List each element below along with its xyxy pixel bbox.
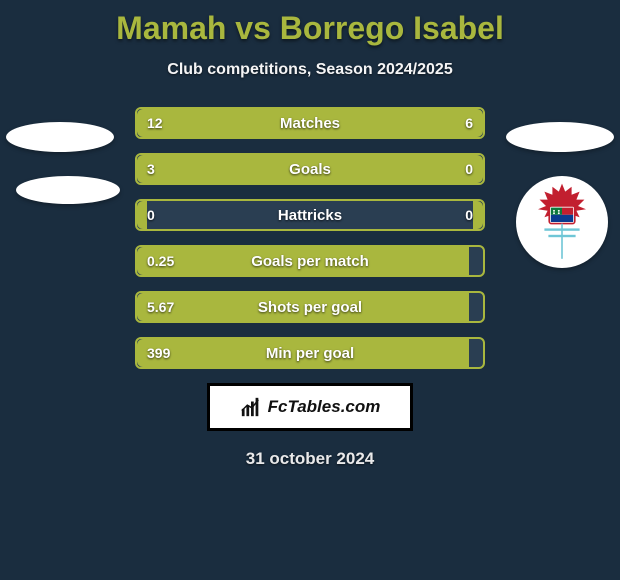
stat-bar-right-fill <box>473 201 483 229</box>
left-club-logo-1 <box>6 122 114 152</box>
page-subtitle: Club competitions, Season 2024/2025 <box>0 61 620 79</box>
chart-icon <box>240 396 262 418</box>
stat-bar-left-fill <box>137 247 469 275</box>
stat-bar-left-fill <box>137 293 469 321</box>
brand-badge: FcTables.com <box>207 383 413 431</box>
left-club-logo-2 <box>16 176 120 204</box>
stat-bar: 5.67Shots per goal <box>135 291 485 323</box>
right-club-crest <box>516 176 608 268</box>
stat-bar: 30Goals <box>135 153 485 185</box>
date-label: 31 october 2024 <box>0 449 620 469</box>
stat-bar-right-fill <box>397 155 484 183</box>
stat-bar-left-fill <box>137 109 367 137</box>
stat-bar-right-fill <box>367 109 483 137</box>
page-title: Mamah vs Borrego Isabel <box>0 0 620 47</box>
stat-bar-label: Hattricks <box>137 201 483 229</box>
stat-bar: 0.25Goals per match <box>135 245 485 277</box>
stat-bar: 00Hattricks <box>135 199 485 231</box>
brand-text: FcTables.com <box>268 397 381 417</box>
stat-bar: 399Min per goal <box>135 337 485 369</box>
right-club-logo-1 <box>506 122 614 152</box>
stat-bar-left-fill <box>137 339 469 367</box>
stats-infographic: Mamah vs Borrego Isabel Club competition… <box>0 0 620 580</box>
stat-bar-left-fill <box>137 201 147 229</box>
comparison-bars: 126Matches 30Goals 00Hattricks 0.25Goals pe… <box>135 107 485 369</box>
crest-icon <box>522 182 602 262</box>
stat-bar: 126Matches <box>135 107 485 139</box>
stat-bar-left-fill <box>137 155 397 183</box>
